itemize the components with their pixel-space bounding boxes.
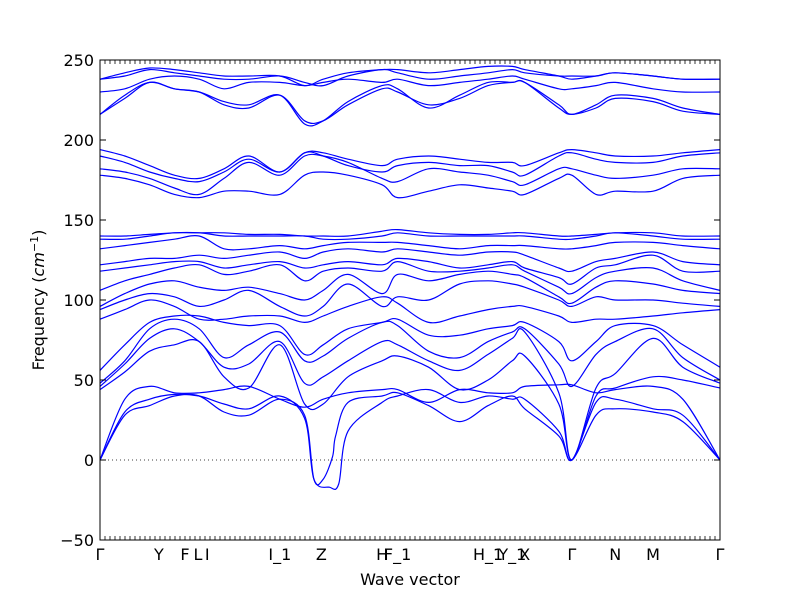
phonon-band-8 [99, 296, 721, 324]
phonon-band-11 [99, 260, 721, 295]
y-axis-title: Frequency (cm−1) [28, 230, 48, 371]
x-tick-label: I_1 [268, 545, 291, 565]
phonon-band-2 [99, 388, 721, 490]
phonon-band-9 [99, 280, 721, 317]
x-tick-label: I [205, 545, 210, 564]
phonon-band-18 [99, 153, 721, 196]
phonon-band-17 [99, 171, 721, 199]
phonon-band-6 [99, 318, 721, 388]
y-axis-unit-close: ) [29, 230, 48, 236]
phonon-band-14 [99, 235, 721, 251]
x-tick-label: F [180, 545, 189, 564]
phonon-band-3 [99, 383, 721, 461]
y-tick-label: 150 [63, 211, 94, 230]
x-tick-label: N [609, 545, 621, 564]
phonon-band-5 [99, 328, 721, 461]
y-axis-unit-exponent: −1 [28, 236, 41, 252]
x-tick-label: Y [153, 545, 164, 564]
y-tick-label: −50 [60, 531, 94, 550]
phonon-band-19 [99, 151, 721, 183]
phonon-band-23 [99, 75, 721, 93]
y-tick-label: 250 [63, 51, 94, 70]
phonon-band-10 [99, 270, 721, 307]
x-tick-label: Y_1 [497, 545, 526, 565]
phonon-band-25 [99, 65, 721, 87]
phonon-band-20 [99, 148, 721, 180]
x-tick-label: Z [316, 545, 327, 564]
y-axis-unit: cm [29, 252, 48, 276]
x-tick-label: F_1 [384, 545, 411, 565]
x-tick-label: X [519, 545, 530, 564]
x-tick-label: Γ [96, 545, 105, 564]
x-tick-label: Γ [567, 545, 576, 564]
x-tick-label: M [646, 545, 660, 564]
y-tick-label: 200 [63, 131, 94, 150]
phonon-band-1 [99, 391, 721, 486]
y-tick-label: 100 [63, 291, 94, 310]
phonon-band-16 [99, 228, 721, 237]
y-axis-ticks: −50 0 50 100 150 200 250 [60, 51, 720, 550]
bands-layer [99, 65, 721, 490]
y-axis-unit-open: ( [29, 276, 48, 282]
x-axis-ticks: Γ Y F L I I_1 Z HF_1 H_1Y_1X Γ N M Γ [96, 60, 725, 565]
x-tick-label: Γ [716, 545, 725, 564]
y-tick-label: 0 [84, 451, 94, 470]
phonon-band-13 [99, 248, 721, 273]
x-tick-label: H_1 [473, 545, 503, 565]
phonon-band-22 [99, 79, 721, 127]
y-axis-title-text: Frequency [29, 288, 48, 371]
x-axis-title: Wave vector [360, 570, 460, 589]
x-tick-label: L [193, 545, 202, 564]
x-tick-label: H [376, 545, 388, 564]
phonon-band-7 [99, 314, 721, 371]
phonon-band-12 [99, 254, 721, 285]
y-tick-label: 50 [74, 371, 94, 390]
